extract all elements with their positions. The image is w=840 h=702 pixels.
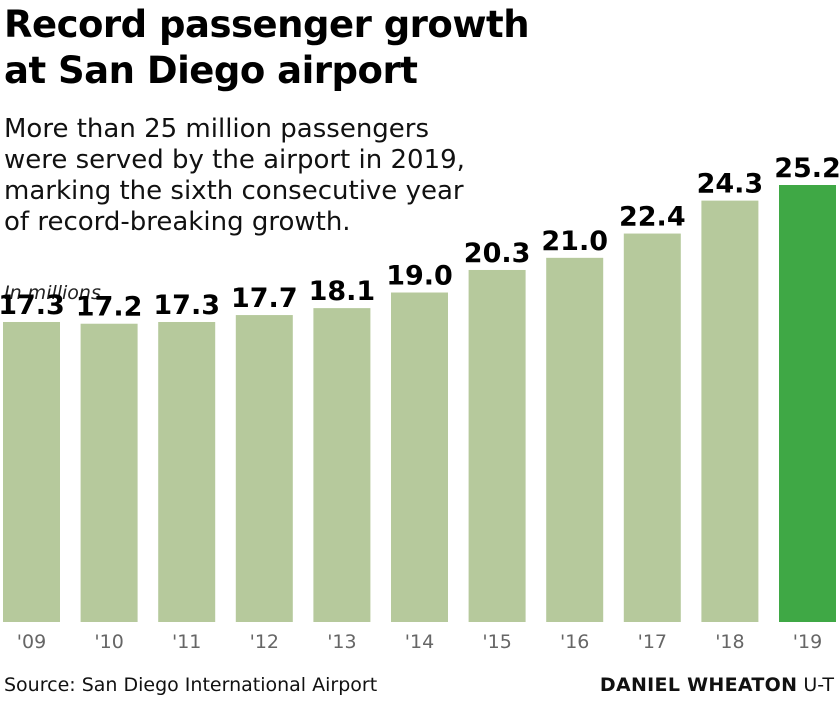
- chart-subtitle-line-4: of record-breaking growth.: [4, 207, 351, 237]
- bar-0: [3, 321, 60, 622]
- value-label-2: 17.3: [153, 290, 220, 321]
- bar-3: [235, 315, 293, 622]
- category-label-9: '18: [715, 631, 744, 653]
- bar-1: [80, 323, 138, 622]
- category-label-8: '17: [638, 631, 667, 653]
- category-label-10: '19: [793, 631, 822, 653]
- category-label-6: '15: [482, 631, 511, 653]
- source-note: Source: San Diego International Airport: [4, 674, 378, 696]
- chart-title-line-2: at San Diego airport: [4, 49, 418, 92]
- category-label-1: '10: [94, 631, 123, 653]
- value-label-5: 19.0: [386, 261, 453, 292]
- category-label-3: '12: [250, 631, 279, 653]
- bar-4: [313, 308, 371, 622]
- credit-org: U-T: [803, 674, 834, 696]
- chart-subtitle-line-3: marking the sixth consecutive year: [4, 176, 464, 206]
- category-label-7: '16: [560, 631, 589, 653]
- category-label-5: '14: [405, 631, 434, 653]
- bar-10: [779, 185, 836, 622]
- value-label-8: 22.4: [619, 202, 686, 233]
- bar-5: [391, 292, 448, 622]
- category-label-0: '09: [17, 631, 46, 653]
- value-label-10: 25.2: [774, 153, 840, 184]
- unit-label: In millions: [4, 282, 101, 304]
- value-label-3: 17.7: [231, 283, 298, 314]
- credit: DANIEL WHEATON U-T: [600, 674, 834, 696]
- category-label-2: '11: [172, 631, 201, 653]
- bar-6: [468, 269, 526, 622]
- value-label-1: 17.2: [76, 292, 143, 323]
- bar-7: [546, 257, 604, 622]
- credit-name: DANIEL WHEATON: [599, 674, 798, 696]
- value-label-9: 24.3: [697, 169, 764, 200]
- value-label-6: 20.3: [464, 238, 531, 269]
- chart-subtitle-line-2: were served by the airport in 2019,: [4, 145, 465, 175]
- bar-8: [623, 233, 681, 623]
- value-label-0: 17.3: [0, 290, 65, 321]
- chart-subtitle-line-1: More than 25 million passengers: [4, 114, 430, 144]
- bar-9: [701, 200, 759, 622]
- value-label-4: 18.1: [309, 276, 376, 307]
- chart-title-line-1: Record passenger growth: [4, 3, 530, 46]
- category-label-4: '13: [327, 631, 356, 653]
- chart-title: Record passenger growth at San Diego air…: [4, 2, 530, 94]
- chart-subtitle: More than 25 million passengers were ser…: [4, 114, 465, 238]
- value-label-7: 21.0: [541, 226, 608, 257]
- bar-2: [158, 321, 216, 622]
